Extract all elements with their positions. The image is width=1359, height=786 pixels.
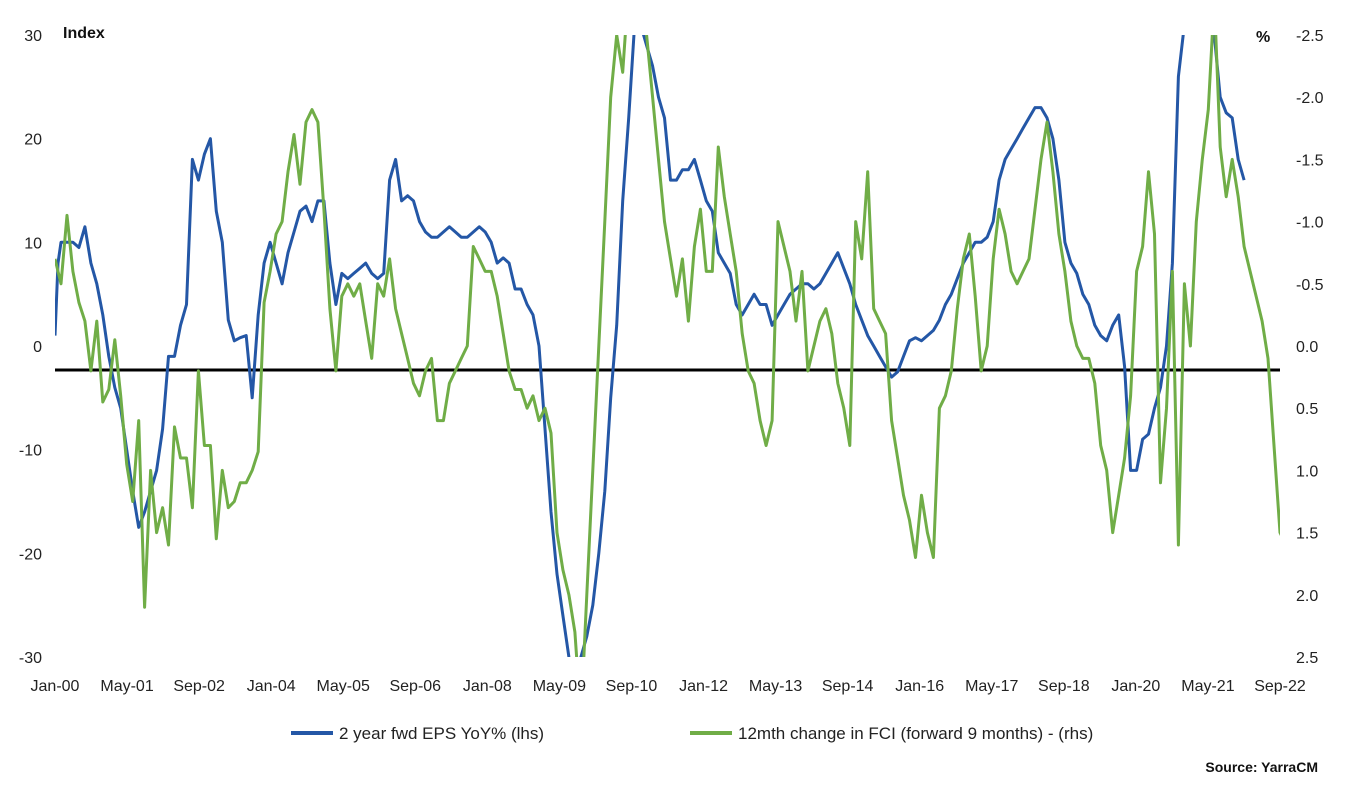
- right-tick-label: -2.0: [1296, 90, 1324, 107]
- left-tick-label: -10: [19, 443, 42, 460]
- x-axis-ticks: Jan-00 May-01 Sep-02 Jan-04 May-05 Sep-06 Jan-…: [31, 678, 1306, 695]
- right-tick-label: 2.0: [1296, 588, 1318, 605]
- left-tick-label: 30: [24, 28, 42, 45]
- x-tick-label: May-21: [1181, 678, 1234, 695]
- legend-fci-label: 12mth change in FCI (forward 9 months) -…: [738, 724, 1093, 743]
- x-tick-label: Jan-16: [895, 678, 944, 695]
- x-tick-label: Sep-22: [1254, 678, 1306, 695]
- x-tick-label: Jan-04: [247, 678, 296, 695]
- x-tick-label: Sep-18: [1038, 678, 1090, 695]
- right-tick-label: 2.5: [1296, 650, 1318, 667]
- x-tick-label: May-01: [100, 678, 153, 695]
- x-tick-label: Jan-00: [31, 678, 80, 695]
- x-tick-label: May-05: [317, 678, 370, 695]
- right-tick-label: 1.5: [1296, 526, 1318, 543]
- right-tick-label: 1.0: [1296, 463, 1318, 480]
- left-axis-title: Index: [63, 25, 105, 42]
- left-tick-label: -20: [19, 546, 42, 563]
- x-tick-label: May-09: [533, 678, 586, 695]
- right-tick-label: -0.5: [1296, 277, 1324, 294]
- right-tick-label: -2.5: [1296, 28, 1324, 45]
- x-tick-label: Sep-06: [389, 678, 441, 695]
- right-axis-title: %: [1256, 29, 1270, 46]
- right-tick-label: 0.0: [1296, 339, 1318, 356]
- right-axis-ticks: -2.5 -2.0 -1.5 -1.0 -0.5 0.0 0.5 1.0 1.5 2.0 2.5: [1296, 28, 1324, 667]
- x-tick-label: May-17: [965, 678, 1018, 695]
- x-tick-label: Jan-12: [679, 678, 728, 695]
- left-tick-label: 20: [24, 132, 42, 149]
- left-axis-ticks: 30 20 10 0 -10 -20 -30: [19, 28, 42, 667]
- legend-eps-label: 2 year fwd EPS YoY% (lhs): [339, 724, 544, 743]
- left-tick-label: 10: [24, 235, 42, 252]
- right-tick-label: -1.5: [1296, 152, 1324, 169]
- legend: 2 year fwd EPS YoY% (lhs) 12mth change i…: [291, 724, 1093, 743]
- eps-series-line: [55, 35, 1246, 657]
- x-tick-label: Sep-10: [606, 678, 658, 695]
- x-tick-label: May-13: [749, 678, 802, 695]
- x-tick-label: Jan-20: [1111, 678, 1160, 695]
- source-note: Source: YarraCM: [1205, 759, 1318, 775]
- x-tick-label: Jan-08: [463, 678, 512, 695]
- x-tick-label: Sep-14: [822, 678, 874, 695]
- left-tick-label: 0: [33, 339, 42, 356]
- x-tick-label: Sep-02: [173, 678, 225, 695]
- right-tick-label: -1.0: [1296, 215, 1324, 232]
- left-tick-label: -30: [19, 650, 42, 667]
- right-tick-label: 0.5: [1296, 401, 1318, 418]
- fci-series-line: [55, 35, 1280, 657]
